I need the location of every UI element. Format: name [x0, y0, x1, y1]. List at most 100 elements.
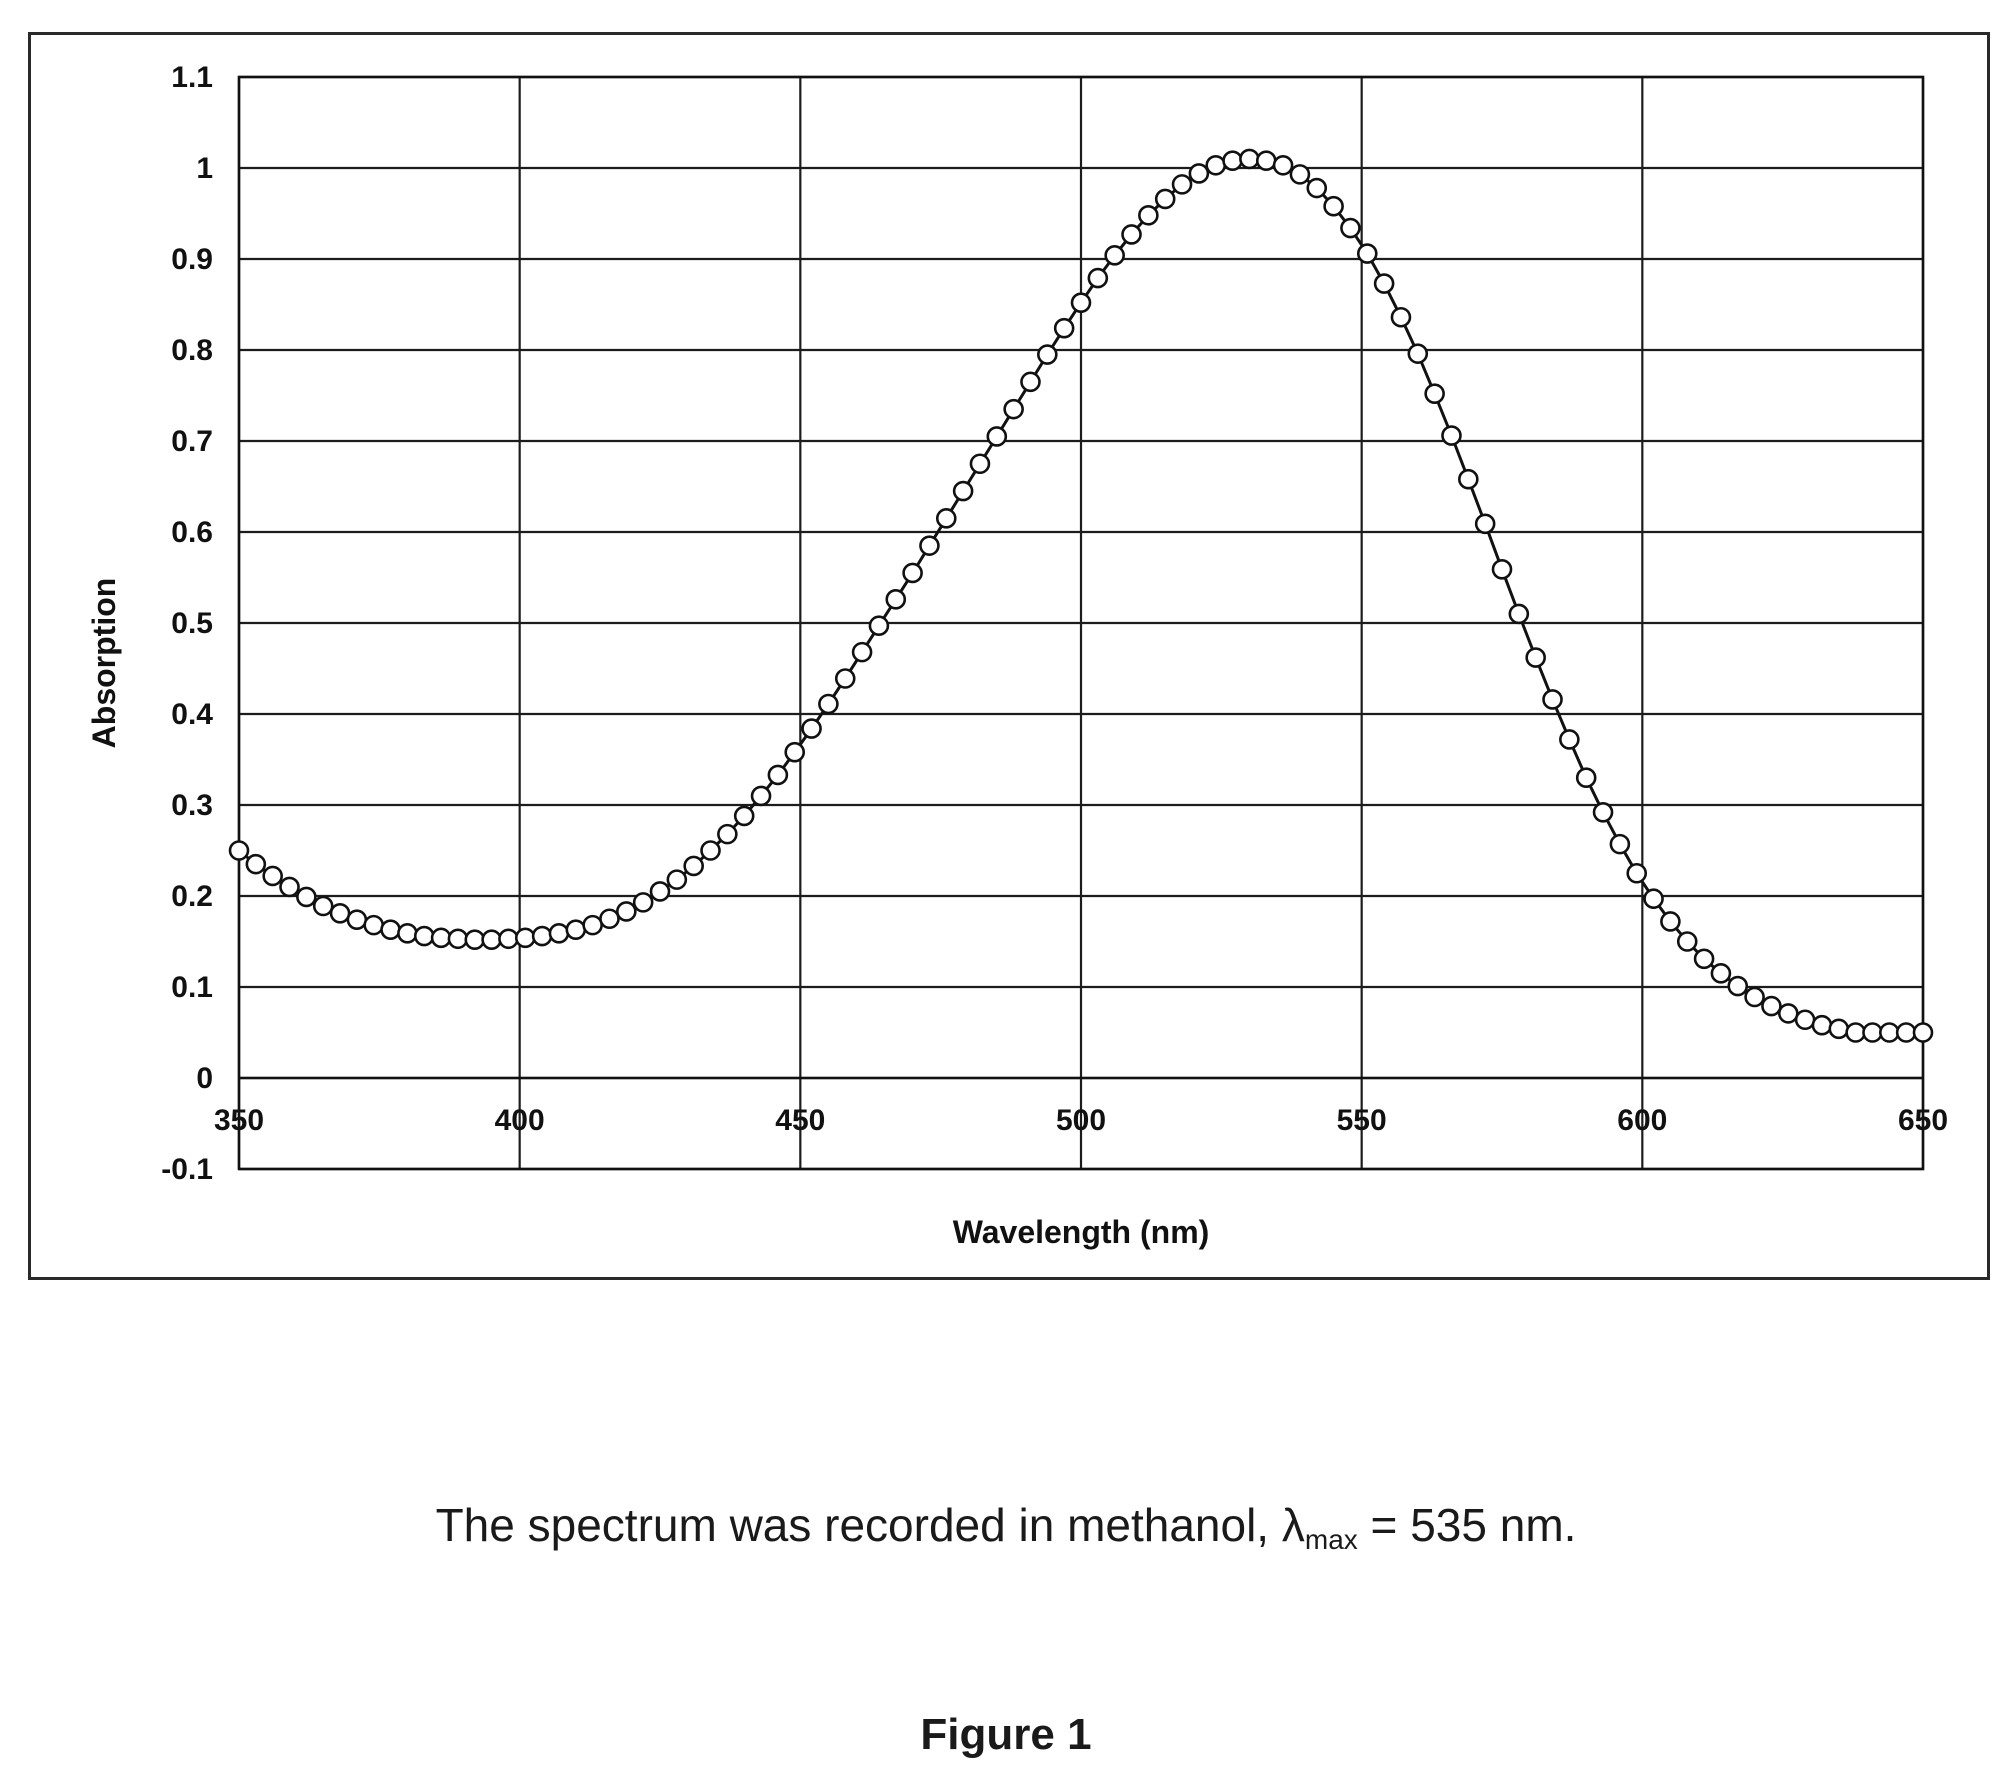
data-point — [1341, 219, 1359, 237]
data-point — [1156, 190, 1174, 208]
data-point — [382, 921, 400, 939]
grid — [239, 77, 1923, 1169]
spectrum-caption: The spectrum was recorded in methanol, λ… — [0, 1498, 2012, 1556]
data-point — [314, 897, 332, 915]
data-point — [1190, 164, 1208, 182]
caption-subscript: max — [1305, 1524, 1358, 1555]
caption-text: The spectrum was recorded in methanol, λ — [436, 1499, 1305, 1551]
data-point — [1813, 1016, 1831, 1034]
data-point — [1123, 225, 1141, 243]
data-point — [1375, 275, 1393, 293]
y-tick-label: -0.1 — [161, 1153, 213, 1186]
data-point — [685, 857, 703, 875]
data-point — [1796, 1011, 1814, 1029]
data-point — [1880, 1024, 1898, 1042]
data-point — [1173, 175, 1191, 193]
data-point — [668, 871, 686, 889]
data-point — [365, 916, 383, 934]
data-point — [600, 910, 618, 928]
data-point — [1628, 864, 1646, 882]
data-point — [264, 867, 282, 885]
data-point — [1021, 373, 1039, 391]
data-point — [1847, 1024, 1865, 1042]
x-tick-label: 350 — [214, 1104, 264, 1137]
data-point — [1207, 156, 1225, 174]
data-point — [1577, 769, 1595, 787]
data-point — [651, 882, 669, 900]
y-tick-label: 0.8 — [171, 334, 213, 367]
y-tick-label: 0.5 — [171, 607, 213, 640]
data-point — [1392, 308, 1410, 326]
data-point — [1055, 319, 1073, 337]
data-point — [1409, 345, 1427, 363]
data-point — [1762, 997, 1780, 1015]
data-point — [1139, 206, 1157, 224]
data-point — [432, 929, 450, 947]
data-point — [1325, 197, 1343, 215]
data-point — [887, 590, 905, 608]
data-point — [331, 904, 349, 922]
data-point — [1527, 649, 1545, 667]
data-point — [550, 924, 568, 942]
data-point — [1779, 1004, 1797, 1022]
data-point — [483, 931, 501, 949]
data-point — [1863, 1024, 1881, 1042]
data-point — [1897, 1024, 1915, 1042]
x-tick-label: 500 — [1056, 1104, 1106, 1137]
data-point — [1224, 152, 1242, 170]
data-point — [1712, 964, 1730, 982]
data-point — [1442, 427, 1460, 445]
data-point — [1005, 400, 1023, 418]
data-point — [904, 564, 922, 582]
data-point — [1240, 150, 1258, 168]
data-point — [718, 825, 736, 843]
x-axis-title: Wavelength (nm) — [953, 1214, 1210, 1250]
data-point — [1729, 977, 1747, 995]
data-point — [533, 927, 551, 945]
data-point — [584, 916, 602, 934]
data-point — [819, 695, 837, 713]
data-point — [1914, 1024, 1932, 1042]
data-point — [1089, 269, 1107, 287]
data-point — [1661, 912, 1679, 930]
data-point — [1459, 470, 1477, 488]
data-point — [1611, 835, 1629, 853]
data-point — [971, 455, 989, 473]
data-point — [449, 930, 467, 948]
y-tick-label: 0.4 — [171, 698, 213, 731]
y-tick-label: 0 — [196, 1062, 213, 1095]
data-point — [281, 878, 299, 896]
data-point — [1560, 730, 1578, 748]
x-tick-label: 550 — [1337, 1104, 1387, 1137]
y-tick-label: 0.7 — [171, 425, 213, 458]
data-point — [297, 888, 315, 906]
data-point — [617, 902, 635, 920]
data-point — [752, 787, 770, 805]
data-point — [634, 893, 652, 911]
data-point — [702, 842, 720, 860]
y-tick-label: 0.2 — [171, 880, 213, 913]
absorption-spectrum-chart: -0.100.10.20.30.40.50.60.70.80.911.13504… — [31, 35, 1987, 1277]
data-point — [803, 720, 821, 738]
data-point — [735, 807, 753, 825]
data-point — [567, 921, 585, 939]
y-axis-title: Absorption — [86, 578, 122, 749]
data-point — [769, 766, 787, 784]
data-point — [1038, 346, 1056, 364]
data-point — [499, 930, 517, 948]
data-point — [1645, 890, 1663, 908]
data-point — [1106, 246, 1124, 264]
data-point — [466, 931, 484, 949]
y-tick-label: 1 — [196, 152, 213, 185]
data-point — [954, 482, 972, 500]
data-point — [398, 924, 416, 942]
y-tick-label: 0.9 — [171, 243, 213, 276]
x-tick-label: 600 — [1617, 1104, 1667, 1137]
data-point — [1308, 179, 1326, 197]
y-tick-label: 0.6 — [171, 516, 213, 549]
y-tick-label: 0.1 — [171, 971, 213, 1004]
data-point — [1358, 245, 1376, 263]
data-point — [1274, 156, 1292, 174]
data-point — [1830, 1020, 1848, 1038]
data-point — [1072, 294, 1090, 312]
